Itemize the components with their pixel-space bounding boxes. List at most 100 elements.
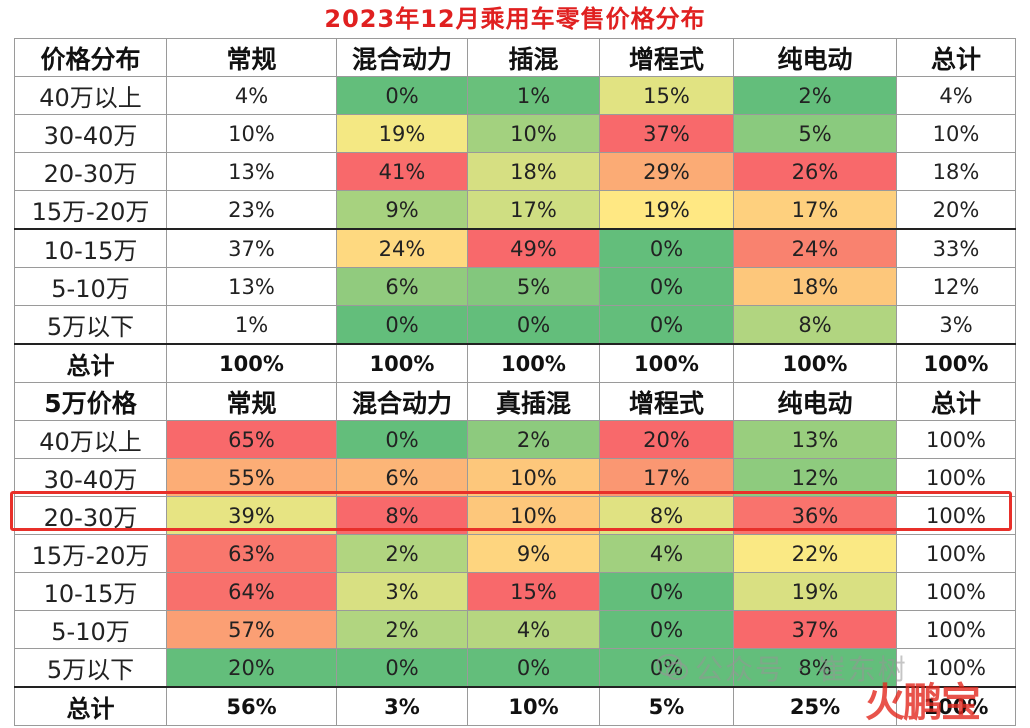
table-cell: 2%	[336, 610, 468, 649]
table-cell: 6%	[336, 267, 468, 306]
table-cell: 18%	[467, 152, 600, 191]
table-cell: 9%	[467, 534, 600, 573]
table-cell: 5%	[733, 114, 897, 153]
column-header: 纯电动	[733, 38, 897, 77]
row-label: 5万以下	[14, 648, 167, 688]
table-cell: 4%	[166, 76, 337, 115]
table-row: 15万-20万 23% 9% 17% 19% 17% 20%	[14, 190, 1016, 230]
table-cell: 37%	[166, 228, 337, 268]
table-cell: 24%	[336, 228, 468, 268]
total-row: 总计 56% 3% 10% 5% 25% 100%	[14, 686, 1016, 726]
row-label: 40万以上	[14, 420, 167, 459]
table-cell: 100%	[896, 534, 1016, 573]
table-cell: 2%	[467, 420, 600, 459]
table-row: 5万以下 20% 0% 0% 0% 8% 100%	[14, 648, 1016, 688]
table-cell: 100%	[896, 496, 1016, 535]
table-cell: 10%	[467, 496, 600, 535]
table-cell: 8%	[336, 496, 468, 535]
chart-title: 2023年12月乘用车零售价格分布	[324, 5, 706, 33]
total-cell: 100%	[166, 343, 337, 383]
table-cell: 15%	[467, 572, 600, 611]
table-cell: 64%	[166, 572, 337, 611]
table-cell: 0%	[336, 305, 468, 345]
table-row: 5万以下 1% 0% 0% 0% 8% 3%	[14, 305, 1016, 345]
table-cell: 24%	[733, 228, 897, 268]
table-cell: 3%	[896, 305, 1016, 345]
total-cell: 100%	[896, 686, 1016, 726]
total-cell: 25%	[733, 686, 897, 726]
row-label: 5-10万	[14, 610, 167, 649]
column-header: 真插混	[467, 382, 600, 421]
table-cell: 19%	[733, 572, 897, 611]
total-cell: 100%	[733, 343, 897, 383]
header-row: 价格分布 常规 混合动力 插混 增程式 纯电动 总计	[14, 38, 1016, 77]
column-header: 总计	[896, 38, 1016, 77]
table-row: 30-40万 55% 6% 10% 17% 12% 100%	[14, 458, 1016, 497]
table-cell: 15%	[599, 76, 734, 115]
row-label: 40万以上	[14, 76, 167, 115]
row-label: 10-15万	[14, 228, 167, 268]
table-cell: 100%	[896, 420, 1016, 459]
table-row: 5-10万 57% 2% 4% 0% 37% 100%	[14, 610, 1016, 649]
table-cell: 29%	[599, 152, 734, 191]
table-cell: 12%	[733, 458, 897, 497]
table-cell: 0%	[599, 610, 734, 649]
column-header: 混合动力	[336, 382, 468, 421]
table-cell: 10%	[166, 114, 337, 153]
row-label: 总计	[14, 343, 167, 383]
column-header: 常规	[166, 38, 337, 77]
table-row: 20-30万 13% 41% 18% 29% 26% 18%	[14, 152, 1016, 191]
table-cell: 0%	[599, 267, 734, 306]
column-header: 增程式	[599, 38, 734, 77]
table-row: 10-15万 37% 24% 49% 0% 24% 33%	[14, 228, 1016, 268]
table-cell: 10%	[467, 114, 600, 153]
table-cell: 13%	[166, 152, 337, 191]
table-row: 15万-20万 63% 2% 9% 4% 22% 100%	[14, 534, 1016, 573]
table-row-highlighted: 20-30万 39% 8% 10% 8% 36% 100%	[14, 496, 1016, 535]
table-cell: 100%	[896, 572, 1016, 611]
total-cell: 10%	[467, 686, 600, 726]
table-cell: 2%	[336, 534, 468, 573]
column-header: 混合动力	[336, 38, 468, 77]
table-cell: 18%	[896, 152, 1016, 191]
table-cell: 0%	[336, 420, 468, 459]
total-cell: 100%	[896, 343, 1016, 383]
row-label: 总计	[14, 686, 167, 726]
row-label: 15万-20万	[14, 190, 167, 230]
table-cell: 0%	[336, 648, 468, 688]
column-header: 增程式	[599, 382, 734, 421]
column-header: 纯电动	[733, 382, 897, 421]
row-label: 10-15万	[14, 572, 167, 611]
table-cell: 0%	[467, 305, 600, 345]
table-cell: 19%	[599, 190, 734, 230]
table-row: 40万以上 65% 0% 2% 20% 13% 100%	[14, 420, 1016, 459]
table-cell: 26%	[733, 152, 897, 191]
table-cell: 49%	[467, 228, 600, 268]
table-cell: 6%	[336, 458, 468, 497]
table-cell: 37%	[733, 610, 897, 649]
table-cell: 9%	[336, 190, 468, 230]
table-cell: 0%	[599, 572, 734, 611]
column-header: 价格分布	[14, 38, 167, 77]
header-row: 5万价格 常规 混合动力 真插混 增程式 纯电动 总计	[14, 382, 1016, 421]
table-cell: 20%	[896, 190, 1016, 230]
table-cell: 23%	[166, 190, 337, 230]
total-cell: 100%	[599, 343, 734, 383]
table-cell: 0%	[599, 228, 734, 268]
table-cell: 8%	[733, 648, 897, 688]
table-cell: 17%	[733, 190, 897, 230]
table-row: 5-10万 13% 6% 5% 0% 18% 12%	[14, 267, 1016, 306]
table-cell: 3%	[336, 572, 468, 611]
row-label: 5万以下	[14, 305, 167, 345]
table-cell: 5%	[467, 267, 600, 306]
row-label: 20-30万	[14, 496, 167, 535]
table-cell: 22%	[733, 534, 897, 573]
table-cell: 13%	[166, 267, 337, 306]
table-cell: 100%	[896, 458, 1016, 497]
table-cell: 20%	[166, 648, 337, 688]
table-cell: 1%	[166, 305, 337, 345]
table-cell: 0%	[599, 305, 734, 345]
table-cell: 57%	[166, 610, 337, 649]
table-cell: 19%	[336, 114, 468, 153]
table-cell: 8%	[733, 305, 897, 345]
